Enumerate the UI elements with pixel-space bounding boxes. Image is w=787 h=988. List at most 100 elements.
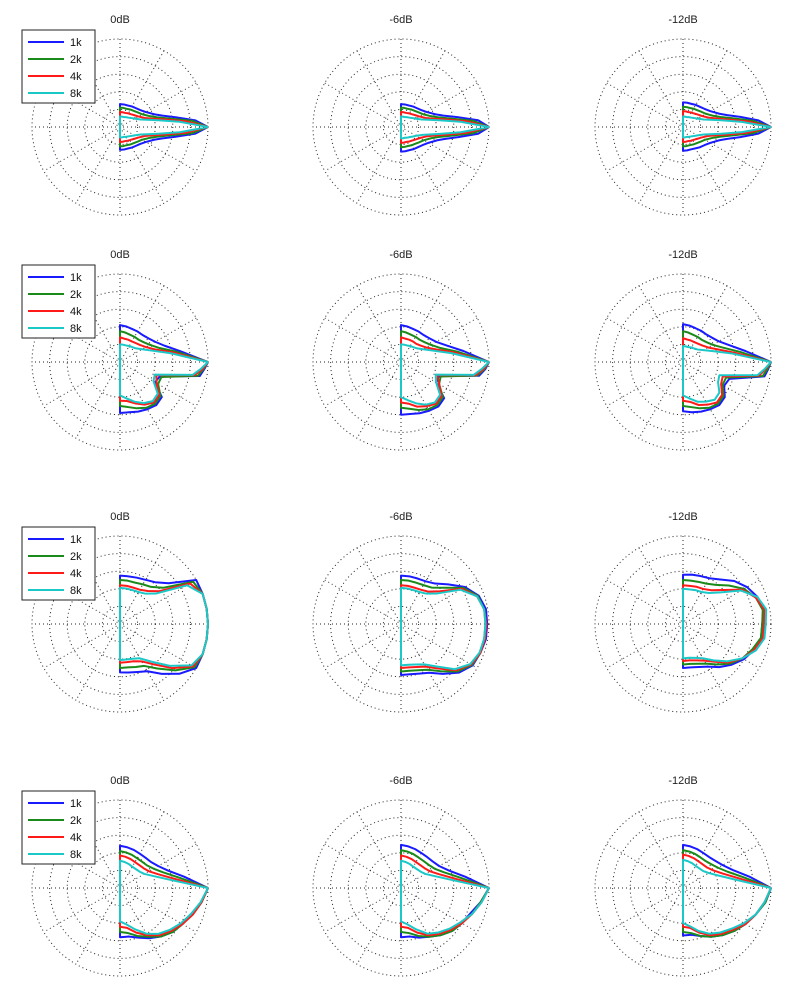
- legend-label: 2k: [70, 551, 82, 563]
- grid-ring: [347, 570, 455, 678]
- legend: 1k 2k 4k 8k: [21, 790, 96, 865]
- series-line-1k: [119, 324, 209, 415]
- grid-ring: [382, 108, 420, 146]
- series-line-8k: [682, 345, 772, 403]
- panel-title: -6dB: [389, 511, 412, 523]
- grid-ring: [629, 73, 737, 181]
- legend: 1k 2k 4k 8k: [21, 29, 96, 104]
- grid-ring: [66, 570, 174, 678]
- series-line-8k: [682, 115, 772, 139]
- series-line-4k: [682, 337, 772, 406]
- series-line-8k: [400, 859, 490, 935]
- legend-label: 4k: [70, 568, 82, 580]
- legend-label: 4k: [70, 832, 82, 844]
- series-line-4k: [682, 584, 766, 664]
- grid-ring: [664, 869, 702, 907]
- series-line-2k: [682, 330, 772, 410]
- panel-title: -12dB: [668, 775, 697, 787]
- grid-ring: [330, 291, 472, 433]
- grid-ring: [382, 869, 420, 907]
- series-line-8k: [119, 343, 209, 405]
- panel-title: -6dB: [389, 14, 412, 26]
- legend-label: 2k: [70, 815, 82, 827]
- series-line-2k: [119, 579, 209, 672]
- grid-ring: [101, 869, 139, 907]
- polar-panel: 0dB 1k 2k 4k 8k: [21, 511, 209, 713]
- grid-ring: [101, 108, 139, 146]
- polar-panel: -12dB: [594, 14, 772, 216]
- polar-panel: -12dB: [594, 775, 772, 977]
- grid-ring: [664, 605, 702, 643]
- grid-ring: [49, 56, 191, 198]
- grid-ring: [330, 553, 472, 695]
- grid-ring: [330, 56, 472, 198]
- legend-label: 1k: [70, 534, 82, 546]
- series-line-1k: [400, 324, 490, 416]
- polar-panel: -12dB: [594, 511, 772, 713]
- grid-ring: [101, 605, 139, 643]
- series-line-2k: [119, 850, 209, 938]
- grid-ring: [330, 817, 472, 959]
- polar-panel: 0dB 1k 2k 4k 8k: [21, 14, 209, 216]
- grid-ring: [382, 343, 420, 381]
- legend: 1k 2k 4k 8k: [21, 264, 96, 339]
- series-line-8k: [682, 858, 772, 935]
- polar-panel: -6dB: [312, 14, 490, 216]
- series-line-1k: [682, 573, 766, 669]
- legend-label: 2k: [70, 54, 82, 66]
- panel-title: -12dB: [668, 249, 697, 261]
- legend-label: 8k: [70, 849, 82, 861]
- legend-label: 4k: [70, 71, 82, 83]
- grid-ring: [612, 291, 754, 433]
- polar-panel: 0dB 1k 2k 4k 8k: [21, 775, 209, 977]
- series-line-8k: [400, 343, 490, 406]
- grid-ring: [664, 343, 702, 381]
- series-line-1k: [119, 844, 209, 940]
- series-line-2k: [400, 849, 490, 938]
- grid-ring: [629, 308, 737, 416]
- grid-ring: [66, 73, 174, 181]
- grid-ring: [347, 73, 455, 181]
- grid-ring: [347, 834, 455, 942]
- polar-panel: 0dB 1k 2k 4k 8k: [21, 249, 209, 451]
- polar-panel: -6dB: [312, 249, 490, 451]
- series-line-8k: [119, 584, 209, 667]
- grid-ring: [49, 291, 191, 433]
- series-line-4k: [400, 336, 490, 408]
- series-line-8k: [682, 587, 768, 663]
- series-line-8k: [400, 115, 490, 140]
- panel-title: -6dB: [389, 775, 412, 787]
- grid-ring: [612, 817, 754, 959]
- grid-ring: [347, 308, 455, 416]
- grid-ring: [629, 834, 737, 942]
- grid-ring: [66, 308, 174, 416]
- series-line-2k: [682, 849, 772, 938]
- series-line-8k: [119, 859, 209, 935]
- grid-ring: [612, 553, 754, 695]
- grid-ring: [66, 834, 174, 942]
- polar-panel: -12dB: [594, 249, 772, 451]
- grid-ring: [382, 605, 420, 643]
- panel-title: -12dB: [668, 511, 697, 523]
- series-line-4k: [119, 582, 209, 670]
- series-line-2k: [119, 330, 209, 410]
- legend-label: 1k: [70, 798, 82, 810]
- grid-ring: [49, 553, 191, 695]
- series-line-1k: [682, 323, 772, 414]
- panel-title: 0dB: [110, 775, 130, 787]
- legend-label: 4k: [70, 306, 82, 318]
- panel-title: 0dB: [110, 14, 130, 26]
- grid-ring: [612, 56, 754, 198]
- panel-title: 0dB: [110, 511, 130, 523]
- polar-panel: -6dB: [312, 775, 490, 977]
- legend: 1k 2k 4k 8k: [21, 526, 96, 601]
- series-line-2k: [400, 330, 490, 411]
- legend-label: 1k: [70, 37, 82, 49]
- legend-label: 8k: [70, 88, 82, 100]
- legend-label: 8k: [70, 585, 82, 597]
- panel-title: -6dB: [389, 249, 412, 261]
- panel-title: -12dB: [668, 14, 697, 26]
- grid-ring: [629, 570, 737, 678]
- series-line-4k: [119, 336, 209, 406]
